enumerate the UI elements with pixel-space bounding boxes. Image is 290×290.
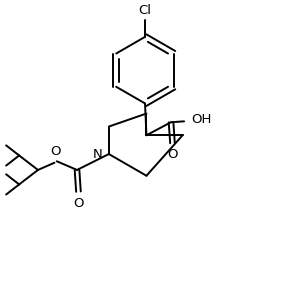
Text: O: O — [50, 145, 61, 158]
Text: O: O — [167, 148, 178, 161]
Text: O: O — [73, 197, 84, 210]
Text: N: N — [93, 148, 102, 161]
Text: Cl: Cl — [139, 4, 151, 17]
Text: OH: OH — [191, 113, 212, 126]
